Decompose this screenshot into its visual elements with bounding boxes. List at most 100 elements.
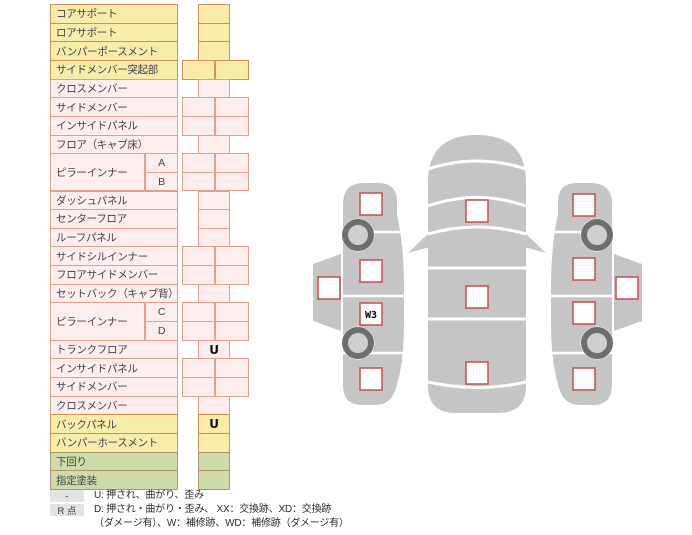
damage-cell-left [182,265,215,285]
part-label: サイドメンバー突起部 [50,59,178,80]
damage-cell-left [182,302,215,323]
damage-marker-top-roof [465,285,489,309]
legend: - U: 押され、曲がり、歪み R 点 D: 押され・曲がり・歪み、 XX：交換… [50,490,410,532]
part-label: トランクフロア [50,339,178,360]
damage-cell-right [215,265,249,285]
legend-text-codes: D: 押され・曲がり・歪み、 XX：交換跡、XD：交換跡 [94,504,332,515]
damage-cell-left [182,321,215,341]
damage-cell-center [198,432,230,453]
damage-cell-right [215,59,249,80]
part-label: サイドメンバー [50,377,178,397]
legend-key-dash: - [50,490,84,502]
damage-cell-center: U [198,414,230,434]
damage-marker-left-rear-door: W3 [359,302,383,326]
car-top-view [408,135,546,413]
damage-cell-center [198,451,230,472]
pillar-sub-label: A [145,153,178,173]
damage-cell-right [215,153,249,173]
right-front-wheel-icon [580,218,614,252]
part-label: クロスメンバー [50,395,178,416]
damage-cell-center [198,41,230,61]
damage-cell-right [215,246,249,267]
damage-cell-center [198,4,230,24]
damage-cell-right [215,171,249,192]
part-label: ピラーインナー [50,302,145,341]
damage-marker-right-rear-door [572,301,596,325]
part-label: 指定塗装 [50,470,178,490]
car-damage-diagram: W3 [313,135,642,413]
part-label: バンパーホースメント [50,432,178,453]
damage-cell-center [198,134,230,155]
legend-key-rpoint: R 点 [50,504,84,517]
damage-marker-left-front-door [359,259,383,283]
damage-marker-right-front-fender [572,193,596,217]
damage-cell-center [198,395,230,416]
part-label: フロア（キャブ床） [50,134,178,155]
damage-marker-top-hood [465,199,489,223]
damage-cell-left [182,171,215,192]
legend-text-u: U: 押され、曲がり、歪み [94,490,204,501]
pillar-sub-label: D [145,321,178,341]
parts-damage-table: コアサポート ロアサポート バンパーポースメント サイドメンバー突起部 クロスメンバーサ… [0,0,260,500]
damage-cell-left [182,358,215,378]
damage-marker-right-rear-fender [572,367,596,391]
damage-cell-center [198,470,230,490]
damage-cell-right [215,97,249,117]
damage-cell-center [198,283,230,304]
part-label: セットバック（キャブ背） [50,283,179,304]
part-label: サイドシルインナー [50,246,178,267]
pillar-sub-label: B [145,171,178,192]
damage-cell-center [198,227,230,248]
legend-row-u: - U: 押され、曲がり、歪み [50,490,410,503]
damage-cell-center [198,78,230,99]
legend-row-codes-cont: （ダメージ有）、W：補修跡、WD：補修跡（ダメージ有） [50,518,410,531]
damage-marker-left-front-fender [359,192,383,216]
damage-marker-label: W3 [365,310,377,321]
part-label: コアサポート [50,4,178,24]
part-label: ロアサポート [50,22,178,43]
damage-marker-left-rear-fender [359,367,383,391]
damage-cell-left [182,97,215,117]
part-label: ピラーインナー [50,153,145,192]
part-label: センターフロア [50,209,178,229]
left-mirror-icon [408,232,430,253]
part-label: フロアサイドメンバー [50,265,178,285]
part-label: ルーフパネル [50,227,178,248]
part-label: サイドメンバー [50,97,178,117]
part-label: ダッシュパネル [50,190,178,211]
car-left-side-view [313,183,404,405]
damage-cell-center [198,22,230,43]
damage-cell-right [215,358,249,378]
damage-cell-left [182,377,215,397]
part-label: バンパーポースメント [50,41,178,61]
car-top-body [428,135,526,413]
left-front-wheel-icon [341,218,375,252]
damage-marker-right-roof [615,276,639,300]
part-label: 下回り [50,451,178,472]
legend-text-codes-cont: （ダメージ有）、W：補修跡、WD：補修跡（ダメージ有） [94,518,349,529]
part-label: インサイドパネル [50,115,178,136]
damage-cell-center: U [198,339,230,360]
left-rear-wheel-icon [341,326,375,360]
legend-key-spacer [50,518,84,530]
damage-cell-left [182,115,215,136]
damage-cell-center [198,190,230,211]
part-label: クロスメンバー [50,78,178,99]
damage-marker-top-trunk [465,361,489,385]
part-label: インサイドパネル [50,358,178,378]
damage-marker-right-front-door [572,257,596,281]
damage-cell-left [182,153,215,173]
damage-cell-right [215,377,249,397]
damage-marker-left-roof [317,276,341,300]
damage-cell-left [182,59,215,80]
damage-cell-right [215,302,249,323]
right-rear-wheel-icon [580,326,614,360]
part-label: バックパネル [50,414,178,434]
damage-cell-center [198,209,230,229]
pillar-sub-label: C [145,302,178,323]
legend-row-rpoint: R 点 D: 押され・曲がり・歪み、 XX：交換跡、XD：交換跡 [50,504,410,517]
damage-cell-right [215,321,249,341]
damage-cell-right [215,115,249,136]
right-mirror-icon [524,232,546,253]
